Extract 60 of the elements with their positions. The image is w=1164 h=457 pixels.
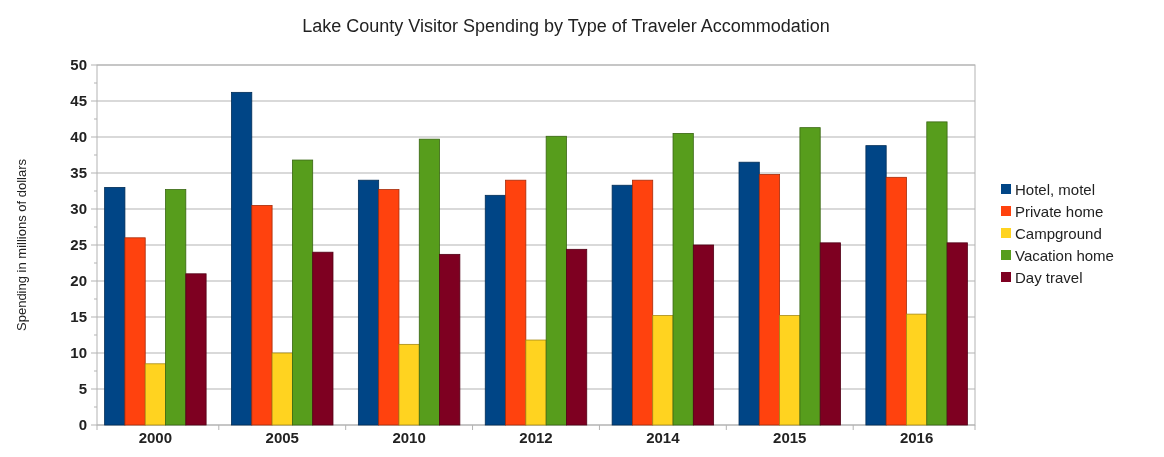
bar <box>251 205 273 426</box>
y-tick-label: 10 <box>70 344 87 362</box>
bar <box>758 174 781 426</box>
bar <box>611 184 633 426</box>
legend-label: Private home <box>1015 203 1104 221</box>
bar <box>312 251 334 426</box>
y-tick-label: 0 <box>78 416 87 434</box>
bar <box>357 179 380 426</box>
bar <box>545 135 567 426</box>
bar <box>779 315 801 426</box>
bar <box>484 194 506 426</box>
bar <box>946 242 968 426</box>
bar <box>885 176 907 426</box>
bar <box>398 343 420 426</box>
bar <box>104 187 126 426</box>
y-tick-label: 15 <box>70 308 87 326</box>
y-tick-label: 50 <box>70 56 87 74</box>
y-tick-label: 5 <box>78 380 87 398</box>
bar <box>165 189 187 426</box>
bar <box>525 339 547 426</box>
bar <box>799 127 821 426</box>
bar <box>291 159 314 426</box>
bar <box>692 244 715 426</box>
legend-label: Day travel <box>1015 269 1083 287</box>
bar <box>566 248 588 426</box>
bar <box>906 313 928 426</box>
bar <box>378 189 400 426</box>
x-tick-label: 2010 <box>392 429 426 446</box>
legend-label: Vacation home <box>1015 247 1114 265</box>
bar <box>632 179 654 426</box>
bar <box>738 161 760 426</box>
bar <box>144 363 166 426</box>
bar <box>231 91 253 426</box>
x-tick-label: 2016 <box>899 429 934 446</box>
y-tick-label: 40 <box>70 128 87 146</box>
bar <box>926 121 948 426</box>
y-axis-title: Spending in millions of dollars <box>14 158 29 331</box>
bar <box>439 253 461 426</box>
y-tick-label: 20 <box>70 272 87 290</box>
bar <box>652 315 674 426</box>
bar <box>124 237 146 426</box>
legend-label: Hotel, motel <box>1015 181 1096 199</box>
bar <box>505 179 527 426</box>
legend-label: Campground <box>1015 225 1102 243</box>
y-tick-label: 30 <box>70 200 87 218</box>
y-tick-label: 45 <box>70 92 87 110</box>
x-tick-label: 2014 <box>646 429 681 446</box>
chart-title: Lake County Visitor Spending by Type of Traveler Accommodation <box>302 16 830 36</box>
bar <box>185 273 207 426</box>
bar <box>271 352 293 426</box>
x-tick-label: 2005 <box>265 429 299 446</box>
bar <box>672 133 694 426</box>
bar <box>819 242 841 426</box>
x-tick-label: 2012 <box>519 429 553 446</box>
x-tick-label: 2000 <box>138 429 173 446</box>
y-tick-label: 35 <box>70 164 87 182</box>
bar <box>865 145 887 426</box>
x-tick-label: 2015 <box>773 429 807 446</box>
bar <box>418 138 440 426</box>
y-tick-label: 25 <box>70 236 87 254</box>
